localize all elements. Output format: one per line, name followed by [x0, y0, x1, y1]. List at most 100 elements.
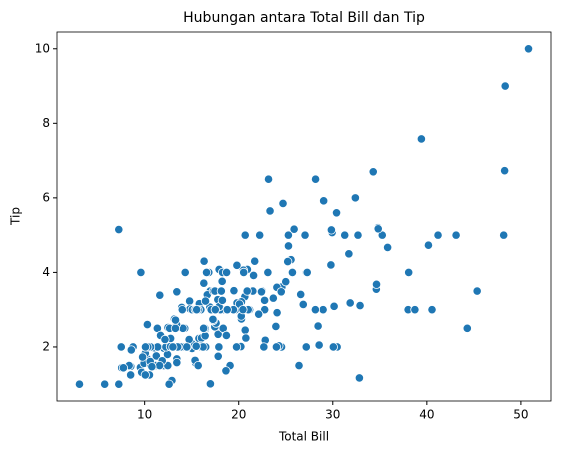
point — [302, 267, 312, 278]
point — [451, 230, 461, 240]
point — [263, 267, 273, 278]
y-tick-label: 10 — [35, 41, 50, 55]
point — [208, 314, 218, 324]
point — [272, 308, 282, 318]
point — [172, 287, 182, 297]
point — [217, 276, 227, 286]
point — [192, 305, 202, 315]
point — [140, 342, 151, 352]
point — [221, 267, 232, 278]
point — [191, 341, 201, 351]
point — [229, 286, 239, 296]
point — [326, 225, 336, 235]
point — [170, 323, 181, 333]
point — [499, 230, 509, 240]
point — [136, 267, 146, 278]
point — [350, 193, 360, 203]
point — [255, 230, 265, 240]
x-tick-label: 20 — [231, 408, 246, 422]
point — [319, 196, 329, 206]
point — [201, 267, 212, 278]
point — [371, 279, 382, 289]
point — [278, 198, 288, 209]
point — [199, 278, 209, 288]
point — [232, 260, 242, 270]
y-tick-label: 6 — [42, 190, 50, 204]
point — [221, 330, 232, 340]
point — [500, 81, 510, 91]
point — [353, 230, 363, 240]
point — [301, 342, 311, 352]
point — [217, 295, 227, 305]
point — [345, 298, 355, 308]
point — [126, 345, 136, 355]
point — [222, 305, 232, 315]
point — [240, 325, 250, 335]
point — [296, 289, 306, 299]
point — [170, 315, 181, 325]
point — [231, 342, 242, 352]
point — [140, 370, 150, 380]
point — [214, 342, 224, 352]
point — [114, 224, 124, 235]
point — [210, 305, 220, 315]
point — [310, 174, 321, 184]
point — [221, 366, 231, 376]
point — [300, 230, 310, 240]
point — [259, 342, 269, 352]
point — [523, 44, 534, 54]
point — [331, 208, 342, 218]
x-tick-label: 50 — [513, 408, 528, 422]
point — [298, 299, 308, 310]
point — [216, 286, 226, 296]
point — [238, 305, 248, 315]
point — [276, 287, 286, 297]
point — [114, 379, 124, 389]
point — [500, 166, 510, 176]
point — [263, 174, 274, 184]
point — [283, 256, 293, 267]
point — [256, 287, 267, 297]
point — [213, 351, 223, 361]
point — [126, 370, 136, 380]
point — [318, 305, 328, 315]
point — [155, 290, 165, 300]
point — [416, 134, 426, 144]
point — [283, 241, 294, 251]
point — [160, 334, 170, 345]
point — [164, 379, 174, 389]
x-tick-label: 30 — [325, 408, 340, 422]
point — [283, 230, 293, 240]
point — [368, 167, 378, 177]
point — [240, 230, 250, 240]
point — [472, 286, 482, 296]
point — [147, 362, 157, 372]
y-tick-label: 8 — [42, 116, 50, 130]
point — [250, 256, 260, 266]
point — [254, 309, 264, 319]
point — [271, 321, 281, 332]
point — [410, 305, 420, 315]
point — [404, 267, 414, 278]
point — [100, 379, 110, 389]
point — [383, 242, 393, 253]
point — [142, 319, 152, 330]
point — [248, 270, 259, 280]
point — [344, 249, 354, 259]
point — [373, 224, 383, 234]
point — [314, 340, 324, 350]
point — [427, 305, 437, 315]
point — [199, 323, 209, 333]
point — [268, 293, 278, 303]
point — [462, 323, 472, 333]
x-tick-label: 10 — [137, 408, 152, 422]
x-axis-label: Total Bill — [278, 430, 329, 444]
point — [118, 363, 129, 373]
point — [74, 379, 85, 389]
point — [310, 305, 320, 315]
point — [287, 267, 298, 278]
point — [433, 230, 443, 240]
point — [177, 305, 187, 315]
